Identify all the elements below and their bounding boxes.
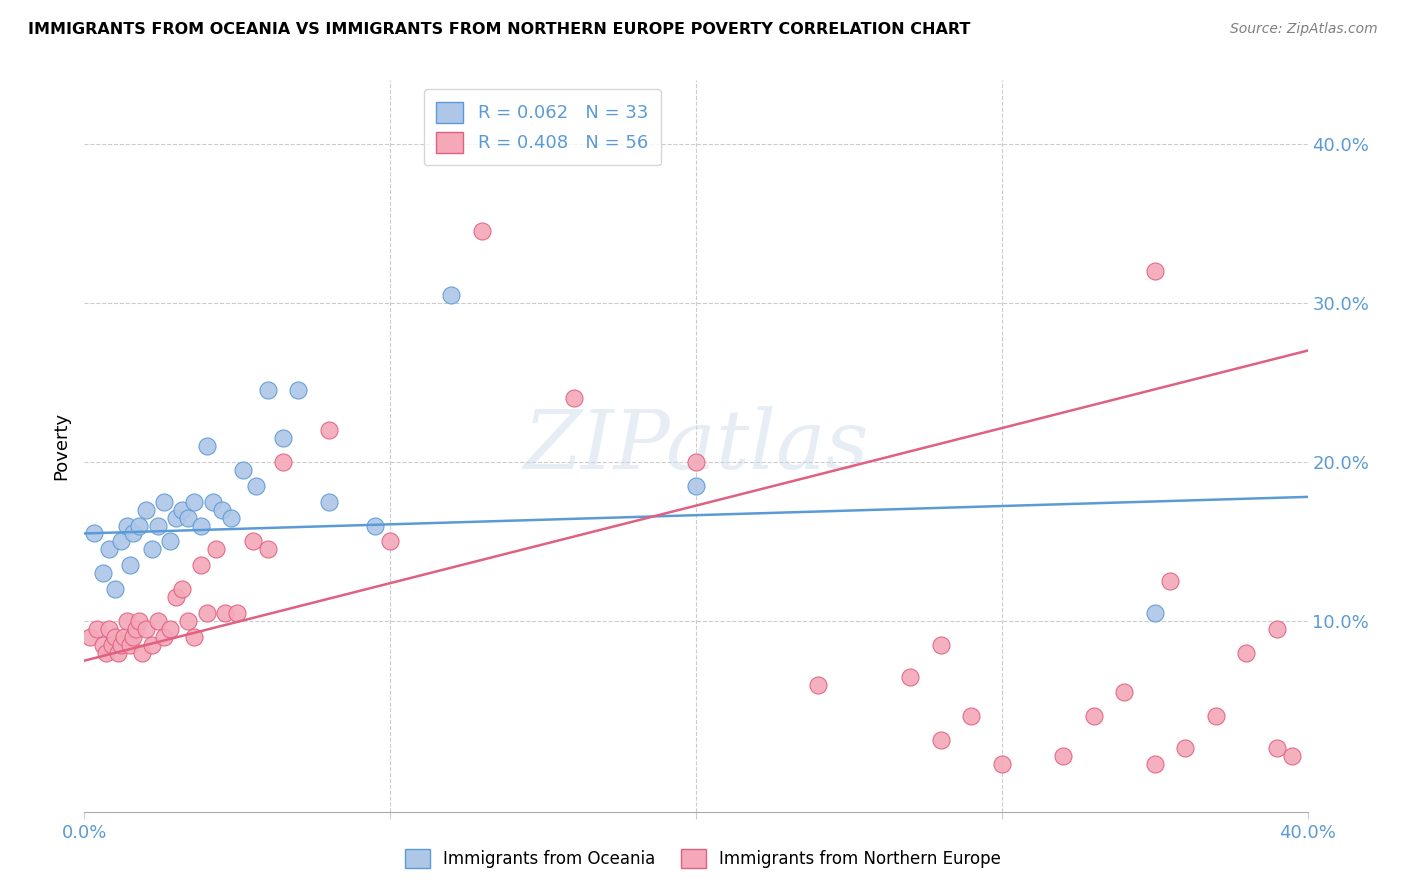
Point [135, 502, 157, 516]
Text: ZIPatlas: ZIPatlas [523, 406, 869, 486]
Point [91, 566, 114, 581]
Point [1205, 709, 1227, 723]
Point [287, 384, 309, 398]
Point [135, 622, 157, 636]
Point [183, 494, 205, 508]
Point [1159, 574, 1181, 589]
Point [1281, 749, 1303, 764]
Point [83, 526, 105, 541]
Point [257, 384, 280, 398]
Point [271, 455, 294, 469]
Point [128, 614, 150, 628]
Point [107, 646, 129, 660]
Point [110, 638, 132, 652]
Point [190, 518, 212, 533]
Legend: R = 0.062   N = 33, R = 0.408   N = 56: R = 0.062 N = 33, R = 0.408 N = 56 [423, 89, 661, 165]
Legend: Immigrants from Oceania, Immigrants from Northern Europe: Immigrants from Oceania, Immigrants from… [398, 842, 1008, 875]
Point [159, 534, 181, 549]
Point [219, 510, 242, 524]
Point [146, 518, 169, 533]
Point [153, 630, 176, 644]
Point [364, 518, 387, 533]
Point [115, 614, 138, 628]
Text: Source: ZipAtlas.com: Source: ZipAtlas.com [1230, 22, 1378, 37]
Point [242, 534, 264, 549]
Point [440, 288, 463, 302]
Point [1083, 709, 1105, 723]
Point [177, 614, 200, 628]
Point [172, 582, 194, 596]
Point [318, 494, 340, 508]
Point [128, 518, 150, 533]
Point [991, 757, 1014, 772]
Point [232, 463, 254, 477]
Point [245, 479, 267, 493]
Point [172, 502, 194, 516]
Point [146, 614, 169, 628]
Point [112, 630, 135, 644]
Point [177, 510, 200, 524]
Point [562, 392, 585, 406]
Point [101, 638, 124, 652]
Point [104, 582, 127, 596]
Point [1265, 741, 1288, 756]
Point [125, 622, 148, 636]
Point [1143, 757, 1166, 772]
Point [115, 518, 138, 533]
Point [1143, 264, 1166, 278]
Point [1114, 685, 1136, 699]
Point [195, 606, 218, 620]
Point [97, 622, 120, 636]
Text: IMMIGRANTS FROM OCEANIA VS IMMIGRANTS FROM NORTHERN EUROPE POVERTY CORRELATION C: IMMIGRANTS FROM OCEANIA VS IMMIGRANTS FR… [28, 22, 970, 37]
Point [153, 494, 176, 508]
Point [110, 534, 132, 549]
Point [201, 494, 224, 508]
Point [271, 431, 294, 445]
Point [257, 542, 280, 557]
Point [226, 606, 249, 620]
Point [122, 630, 145, 644]
Point [685, 455, 707, 469]
Point [807, 677, 830, 691]
Point [86, 622, 108, 636]
Y-axis label: Poverty: Poverty [52, 412, 70, 480]
Point [1052, 749, 1074, 764]
Point [471, 224, 494, 238]
Point [318, 423, 340, 437]
Point [214, 606, 236, 620]
Point [165, 590, 187, 604]
Point [141, 542, 163, 557]
Point [94, 646, 117, 660]
Point [1236, 646, 1258, 660]
Point [131, 646, 153, 660]
Point [141, 638, 163, 652]
Point [79, 630, 101, 644]
Point [195, 439, 218, 453]
Point [159, 622, 181, 636]
Point [91, 638, 114, 652]
Point [97, 542, 120, 557]
Point [685, 479, 707, 493]
Point [104, 630, 127, 644]
Point [1265, 622, 1288, 636]
Point [205, 542, 228, 557]
Point [211, 502, 233, 516]
Point [960, 709, 983, 723]
Point [1174, 741, 1197, 756]
Point [929, 733, 952, 747]
Point [898, 669, 921, 683]
Point [1143, 606, 1166, 620]
Point [165, 510, 187, 524]
Point [380, 534, 402, 549]
Point [183, 630, 205, 644]
Point [122, 526, 145, 541]
Point [120, 638, 142, 652]
Point [120, 558, 142, 573]
Point [190, 558, 212, 573]
Point [929, 638, 952, 652]
